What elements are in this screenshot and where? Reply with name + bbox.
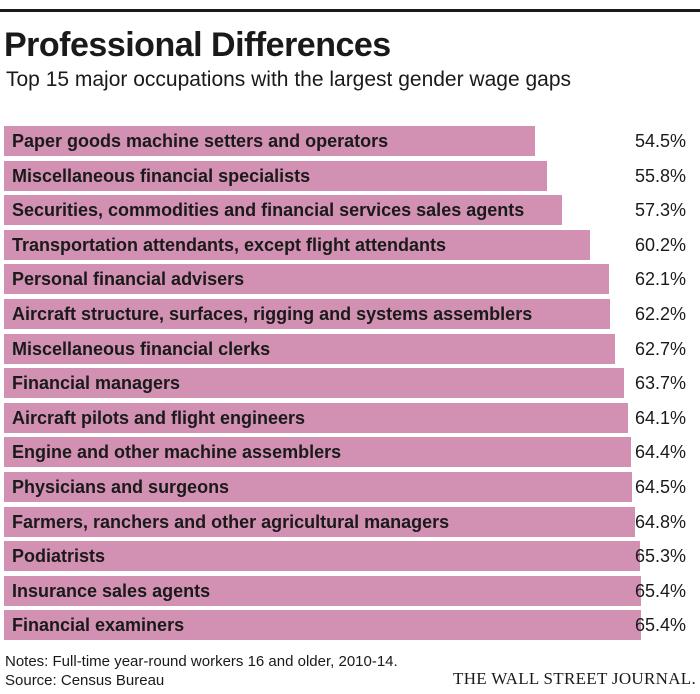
bar-category-label: Aircraft pilots and flight engineers bbox=[12, 407, 306, 428]
bar-category-label: Aircraft structure, surfaces, rigging an… bbox=[12, 304, 533, 324]
bar bbox=[4, 195, 563, 226]
bar-row: Miscellaneous financial specialists 55.8% bbox=[0, 160, 700, 191]
bar-row: Aircraft structure, surfaces, rigging an… bbox=[0, 299, 700, 329]
bar-value-label: 57.3% bbox=[634, 200, 686, 221]
bar-value-label: 63.7% bbox=[634, 373, 686, 394]
bar bbox=[4, 264, 609, 295]
bar-row: Physicians and surgeons 64.5% bbox=[0, 472, 700, 502]
chart-notes: Notes: Full-time year-round workers 16 a… bbox=[5, 652, 398, 690]
bar bbox=[4, 299, 610, 329]
bar-value-label: 64.5% bbox=[634, 477, 686, 497]
bar-row: Insurance sales agents 65.4% bbox=[0, 575, 700, 606]
bar-value-label: 65.4% bbox=[634, 615, 686, 636]
bar bbox=[4, 472, 633, 502]
source-text: Source: Census Bureau bbox=[5, 672, 165, 689]
bar-category-label: Farmers, ranchers and other agricultural… bbox=[12, 511, 450, 532]
bar-value-label: 60.2% bbox=[634, 234, 686, 255]
bar bbox=[4, 160, 548, 191]
bar bbox=[4, 229, 591, 260]
bar-category-label: Physicians and surgeons bbox=[12, 477, 230, 497]
bar-row: Paper goods machine setters and operator… bbox=[0, 126, 700, 156]
bar-category-label: Insurance sales agents bbox=[12, 580, 211, 601]
bar bbox=[4, 575, 641, 606]
bar bbox=[4, 368, 625, 399]
bar-category-label: Transportation attendants, except flight… bbox=[12, 234, 447, 255]
bar-value-label: 55.8% bbox=[634, 165, 686, 186]
bar-row: Podiatrists 65.3% bbox=[0, 541, 700, 572]
bar-value-label: 65.3% bbox=[634, 546, 686, 567]
notes-text: Notes: Full-time year-round workers 16 a… bbox=[5, 653, 398, 670]
bar-value-label: 62.7% bbox=[634, 338, 686, 359]
bar-row: Financial examiners 65.4% bbox=[0, 610, 700, 641]
bar-value-label: 62.2% bbox=[634, 304, 686, 324]
bar-category-label: Engine and other machine assemblers bbox=[12, 442, 342, 463]
bar-row: Financial managers 63.7% bbox=[0, 368, 700, 399]
bar-category-label: Paper goods machine setters and operator… bbox=[12, 131, 389, 151]
bar-value-label: 64.1% bbox=[634, 407, 686, 428]
bar-value-label: 64.8% bbox=[634, 511, 686, 532]
bar-row: Engine and other machine assemblers 64.4% bbox=[0, 437, 700, 468]
bar-category-label: Podiatrists bbox=[12, 546, 106, 567]
bar bbox=[4, 541, 641, 572]
bar-category-label: Personal financial advisers bbox=[12, 269, 245, 290]
chart-title: Professional Differences bbox=[4, 26, 391, 64]
bar bbox=[4, 610, 641, 641]
bar-value-label: 65.4% bbox=[634, 580, 686, 601]
bar-category-label: Miscellaneous financial clerks bbox=[12, 338, 271, 359]
bar bbox=[4, 126, 535, 156]
bar bbox=[4, 333, 615, 364]
top-rule bbox=[0, 9, 700, 12]
bar-row: Farmers, ranchers and other agricultural… bbox=[0, 506, 700, 537]
bar-category-label: Financial examiners bbox=[12, 615, 185, 636]
bar-row: Personal financial advisers 62.1% bbox=[0, 264, 700, 295]
bar-row: Miscellaneous financial clerks 62.7% bbox=[0, 333, 700, 364]
bar-value-label: 54.5% bbox=[634, 131, 686, 151]
bar-category-label: Securities, commodities and financial se… bbox=[12, 200, 525, 221]
bar bbox=[4, 506, 636, 537]
bar-value-label: 62.1% bbox=[634, 269, 686, 290]
bar-row: Transportation attendants, except flight… bbox=[0, 229, 700, 260]
bar-row: Aircraft pilots and flight engineers 64.1… bbox=[0, 402, 700, 433]
bar-category-label: Financial managers bbox=[12, 373, 181, 394]
bar bbox=[4, 402, 629, 433]
bar-category-label: Miscellaneous financial specialists bbox=[12, 165, 311, 186]
bar-row: Securities, commodities and financial se… bbox=[0, 195, 700, 226]
publisher-logo-text: THE WALL STREET JOURNAL. bbox=[453, 669, 696, 688]
chart-subtitle: Top 15 major occupations with the larges… bbox=[6, 68, 572, 91]
bar-value-label: 64.4% bbox=[634, 442, 686, 463]
bar bbox=[4, 437, 632, 468]
